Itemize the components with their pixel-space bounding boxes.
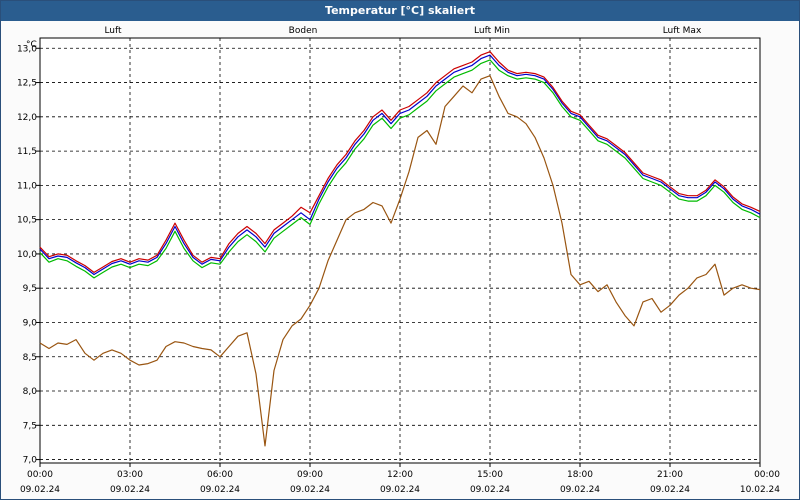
- y-tick-label: 12,0: [17, 113, 37, 123]
- x-tick-date-label: 09.02.24: [650, 485, 690, 495]
- x-tick-time-label: 00:00: [754, 470, 780, 480]
- series-line-boden: [39, 75, 761, 447]
- legend-item-luft-max: Luft Max: [663, 26, 702, 36]
- x-tick-date-label: 09.02.24: [110, 485, 150, 495]
- legend-item-luft-min: Luft Min: [474, 26, 510, 36]
- y-tick-label: 9,0: [23, 318, 38, 328]
- y-tick-label: 9,5: [23, 284, 37, 294]
- series-line-luft-max: [39, 51, 761, 273]
- series-layer: [39, 51, 761, 447]
- y-tick-label: 7,5: [23, 421, 37, 431]
- x-tick-time-label: 15:00: [477, 470, 503, 480]
- y-axis: 13,0 12,5 12,0 11,5 11,0 10,5 10,0 9,5 9,0 8,5 8,0…: [17, 44, 40, 466]
- y-tick-label: 12,5: [17, 79, 37, 89]
- x-axis: 00:00 09.02.24 03:00 09.02.24 06:00 09.02.24 0…: [20, 463, 780, 495]
- x-tick-time-label: 00:00: [27, 470, 53, 480]
- y-tick-label: 13,0: [17, 44, 37, 54]
- series-line-luft: [39, 54, 761, 276]
- x-tick-date-label: 09.02.24: [290, 485, 330, 495]
- x-tick-date-label: 09.02.24: [560, 485, 600, 495]
- series-line-luft-min: [39, 59, 761, 279]
- x-tick-date-label: 09.02.24: [380, 485, 420, 495]
- x-tick-time-label: 09:00: [297, 470, 323, 480]
- y-tick-label: 10,0: [17, 250, 37, 260]
- y-tick-label: 7,0: [23, 456, 38, 466]
- y-tick-label: 8,0: [23, 387, 38, 397]
- x-tick-time-label: 12:00: [387, 470, 413, 480]
- legend: Luft Boden Luft Min Luft Max: [104, 26, 702, 36]
- x-tick-time-label: 18:00: [567, 470, 593, 480]
- y-tick-label: 11,5: [17, 147, 37, 157]
- y-tick-label: 8,5: [23, 353, 37, 363]
- x-tick-date-label: 09.02.24: [200, 485, 240, 495]
- grid: [40, 38, 760, 463]
- y-tick-label: 11,0: [17, 181, 37, 191]
- x-tick-date-label: 10.02.24: [740, 485, 780, 495]
- x-tick-time-label: 21:00: [657, 470, 683, 480]
- y-tick-label: 10,5: [17, 216, 37, 226]
- y-axis-unit: °C: [26, 40, 37, 50]
- x-tick-time-label: 06:00: [207, 470, 233, 480]
- x-tick-date-label: 09.02.24: [20, 485, 60, 495]
- x-tick-date-label: 09.02.24: [470, 485, 510, 495]
- chart-title: Temperatur [°C] skaliert: [1, 1, 799, 21]
- legend-item-boden: Boden: [289, 26, 318, 36]
- legend-item-luft: Luft: [104, 26, 122, 36]
- x-tick-time-label: 03:00: [117, 470, 143, 480]
